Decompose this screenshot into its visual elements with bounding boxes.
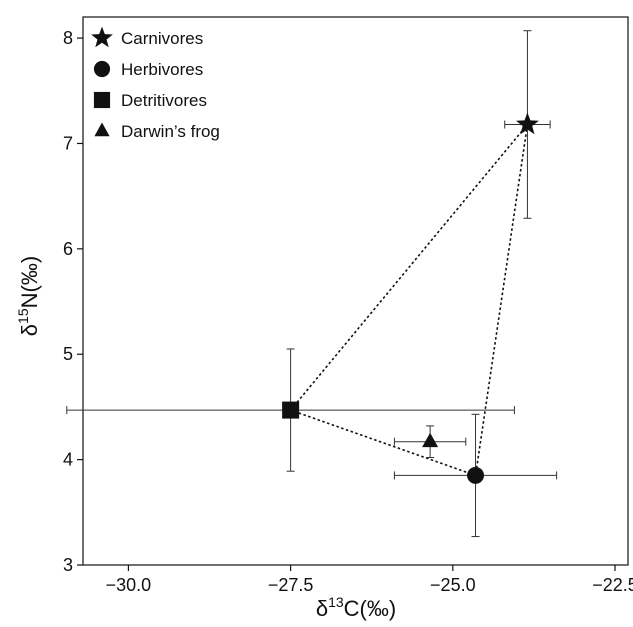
- y-tick-label: 4: [63, 450, 73, 470]
- x-tick-label: −30.0: [106, 575, 152, 595]
- y-axis-title: δ15N(‰): [15, 256, 42, 336]
- data-point-detritivores: [282, 401, 300, 419]
- y-tick-label: 5: [63, 344, 73, 364]
- data-point-darwin-s-frog: [422, 432, 439, 448]
- x-axis-title: δ13C(‰): [316, 594, 396, 621]
- legend-marker-darwin-s-frog: [94, 122, 110, 137]
- polygon-edge-detritivores-carnivores: [290, 123, 529, 411]
- data-point-carnivores: [516, 112, 539, 135]
- legend-label-detritivores: Detritivores: [121, 91, 207, 110]
- y-tick-label: 3: [63, 555, 73, 575]
- y-axis-ticks: 3 4 5 6 7 8: [63, 28, 83, 575]
- y-tick-label: 8: [63, 28, 73, 48]
- data-point-herbivores: [467, 466, 485, 484]
- x-axis-ticks: −30.0 −27.5 −25.0 −22.5: [106, 565, 633, 595]
- legend-marker-detritivores: [93, 91, 111, 109]
- x-tick-label: −27.5: [268, 575, 314, 595]
- legend-marker-herbivores: [93, 60, 111, 78]
- plot-frame: [82, 16, 629, 566]
- legend-label-herbivores: Herbivores: [121, 60, 203, 79]
- x-tick-label: −22.5: [592, 575, 633, 595]
- x-tick-label: −25.0: [430, 575, 476, 595]
- legend-marker-carnivores: [91, 26, 113, 48]
- legend-label-carnivores: Carnivores: [121, 29, 203, 48]
- y-tick-label: 6: [63, 239, 73, 259]
- triangle-outline: [290, 123, 529, 477]
- legend: Carnivores Herbivores Detritivores Darwin’s…: [91, 26, 220, 141]
- data-markers: [282, 112, 539, 484]
- polygon-edge-carnivores-herbivores: [474, 124, 529, 476]
- legend-label-darwin-s-frog: Darwin’s frog: [121, 122, 220, 141]
- y-tick-label: 7: [63, 133, 73, 153]
